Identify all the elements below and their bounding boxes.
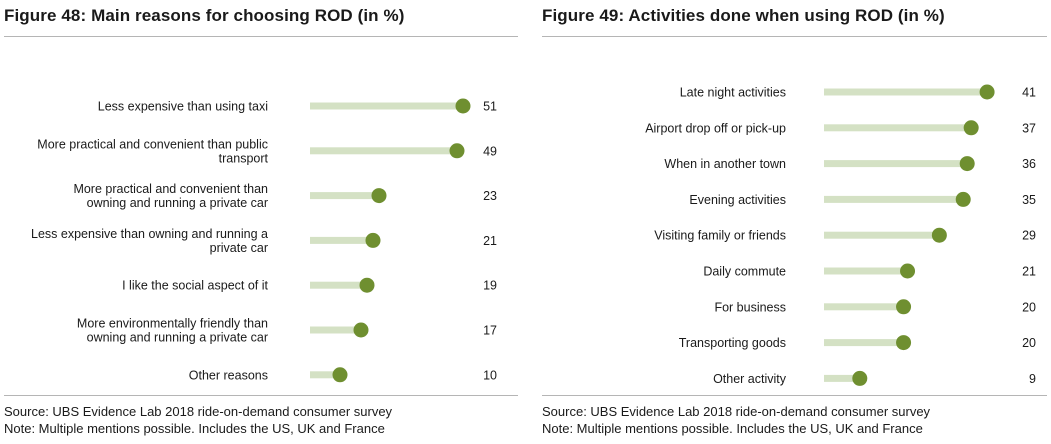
bar-stem <box>824 160 968 168</box>
bar-stem <box>824 339 904 347</box>
data-point <box>353 322 369 338</box>
category-label: When in another town <box>664 157 786 171</box>
category-label-line: More practical and convenient than publi… <box>37 137 268 151</box>
category-label: Visiting family or friends <box>654 229 786 243</box>
title-divider <box>4 36 518 37</box>
data-point <box>332 367 348 383</box>
value-label: 10 <box>483 368 497 382</box>
category-label-line: When in another town <box>664 157 786 171</box>
category-label-line: private car <box>210 241 268 255</box>
category-label: For business <box>714 300 786 314</box>
footer-divider <box>542 395 1047 396</box>
category-label: Other reasons <box>189 368 268 382</box>
bar-stem <box>310 192 379 200</box>
bar-stem <box>310 147 457 155</box>
data-point <box>900 263 916 279</box>
value-label: 37 <box>1022 121 1036 135</box>
category-label-line: Transporting goods <box>679 336 786 350</box>
category-label: Less expensive than owning and running a… <box>31 227 268 255</box>
category-label: More practical and convenient than owning… <box>73 182 268 210</box>
category-label-line: I like the social aspect of it <box>122 279 268 293</box>
category-label-line: Daily commute <box>703 265 786 279</box>
value-label: 17 <box>483 324 497 338</box>
title-divider <box>542 36 1047 37</box>
category-label: Evening activities <box>689 193 786 207</box>
value-label: 9 <box>1029 372 1036 386</box>
category-label-line: Airport drop off or pick-up <box>645 121 786 135</box>
value-label: 20 <box>1022 336 1036 350</box>
category-label-line: Visiting family or friends <box>654 229 786 243</box>
chart-title: Figure 49: Activities done when using RO… <box>542 6 945 25</box>
data-point <box>963 120 979 136</box>
source-note: Source: UBS Evidence Lab 2018 ride-on-de… <box>4 404 393 419</box>
category-label: Less expensive than using taxi <box>98 100 268 114</box>
data-point <box>896 299 912 315</box>
bar-stem <box>310 102 463 110</box>
category-label-line: owning and running a private car <box>87 331 268 345</box>
bar-stem <box>824 267 908 275</box>
bar-stem <box>824 231 940 239</box>
bar-stem <box>310 371 340 379</box>
value-label: 35 <box>1022 193 1036 207</box>
data-point <box>955 191 971 207</box>
value-label: 36 <box>1022 157 1036 171</box>
data-point <box>979 84 995 100</box>
category-label-line: Late night activities <box>680 86 786 100</box>
data-point <box>365 232 381 248</box>
value-label: 21 <box>1022 265 1036 279</box>
category-label-line: Less expensive than using taxi <box>98 100 268 114</box>
category-label: Other activity <box>713 372 787 386</box>
value-label: 29 <box>1022 229 1036 243</box>
value-label: 51 <box>483 100 497 114</box>
value-label: 23 <box>483 189 497 203</box>
category-label-line: More environmentally friendly than <box>77 317 268 331</box>
lollipop-chart-activities: Late night activities 41 Airport drop off … <box>645 84 1036 386</box>
bar-stem <box>824 124 972 132</box>
bar-stem <box>824 303 904 311</box>
chart-title: Figure 48: Main reasons for choosing ROD… <box>4 6 405 25</box>
category-label: I like the social aspect of it <box>122 279 268 293</box>
value-label: 20 <box>1022 300 1036 314</box>
footer-divider <box>4 395 518 396</box>
value-label: 41 <box>1022 86 1036 100</box>
data-point <box>371 188 387 204</box>
category-label: Transporting goods <box>679 336 786 350</box>
figure-48-panel: Figure 48: Main reasons for choosing ROD… <box>0 0 522 444</box>
category-label: Airport drop off or pick-up <box>645 121 786 135</box>
category-label-line: transport <box>219 151 269 165</box>
category-label-line: Other reasons <box>189 368 268 382</box>
category-label-line: Other activity <box>713 372 787 386</box>
bar-stem <box>824 88 988 96</box>
lollipop-chart-reasons: Less expensive than using taxi 51 More pra… <box>31 98 497 383</box>
value-label: 21 <box>483 234 497 248</box>
category-label-line: Evening activities <box>689 193 786 207</box>
data-point <box>449 143 465 159</box>
value-label: 19 <box>483 279 497 293</box>
category-label-line: Less expensive than owning and running a <box>31 227 268 241</box>
data-point <box>931 227 947 243</box>
figure-49-panel: Figure 49: Activities done when using RO… <box>538 0 1051 444</box>
category-label: Daily commute <box>703 265 786 279</box>
category-label: Late night activities <box>680 86 786 100</box>
bar-stem <box>824 374 860 382</box>
category-label-line: owning and running a private car <box>87 196 268 210</box>
source-note: Source: UBS Evidence Lab 2018 ride-on-de… <box>542 404 931 419</box>
bar-stem <box>310 281 367 289</box>
bar-stem <box>310 326 361 334</box>
data-point <box>959 156 975 172</box>
data-point <box>896 335 912 351</box>
data-point <box>359 277 375 293</box>
footnote: Note: Multiple mentions possible. Includ… <box>4 421 385 436</box>
value-label: 49 <box>483 144 497 158</box>
category-label: More environmentally friendly than owning… <box>77 317 268 345</box>
footnote: Note: Multiple mentions possible. Includ… <box>542 421 923 436</box>
category-label-line: More practical and convenient than <box>73 182 268 196</box>
bar-stem <box>824 195 964 203</box>
bar-stem <box>310 236 373 244</box>
data-point <box>455 98 471 114</box>
data-point <box>852 370 868 386</box>
category-label-line: For business <box>714 300 786 314</box>
category-label: More practical and convenient than publi… <box>37 137 268 165</box>
